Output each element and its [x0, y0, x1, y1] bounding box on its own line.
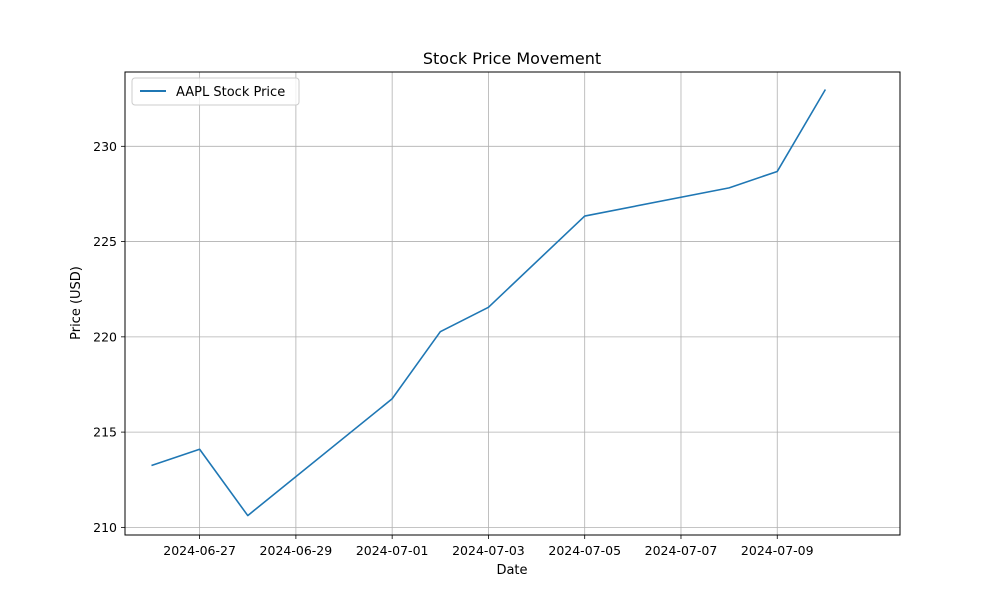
x-tick-label: 2024-07-01	[356, 543, 429, 558]
x-tick-label: 2024-07-07	[645, 543, 718, 558]
y-tick-label: 225	[93, 234, 117, 249]
legend-box	[131, 77, 300, 106]
grid-lines	[125, 72, 900, 535]
x-tick-label: 2024-07-03	[452, 543, 525, 558]
y-tick-label: 220	[93, 329, 117, 344]
y-tick-label: 210	[93, 520, 117, 535]
legend-label-aapl: AAPL Stock Price	[176, 85, 285, 100]
legend: AAPL Stock Price	[131, 77, 300, 106]
y-tick-label: 215	[93, 425, 117, 440]
x-tick-label: 2024-07-09	[741, 543, 814, 558]
series-layer	[151, 89, 827, 517]
axis-ticks: 2024-06-27 2024-06-29 2024-07-01 2024-07-03…	[93, 139, 813, 558]
chart-title: Stock Price Movement	[423, 49, 601, 68]
y-tick-label: 230	[93, 139, 117, 154]
x-tick-label: 2024-07-05	[548, 543, 621, 558]
x-axis-label: Date	[496, 563, 527, 578]
plot-area-frame	[124, 71, 901, 536]
y-axis-label: Price (USD)	[69, 266, 84, 340]
series-line-aapl	[151, 89, 827, 517]
x-tick-label: 2024-06-27	[163, 543, 236, 558]
x-tick-label: 2024-06-29	[260, 543, 333, 558]
